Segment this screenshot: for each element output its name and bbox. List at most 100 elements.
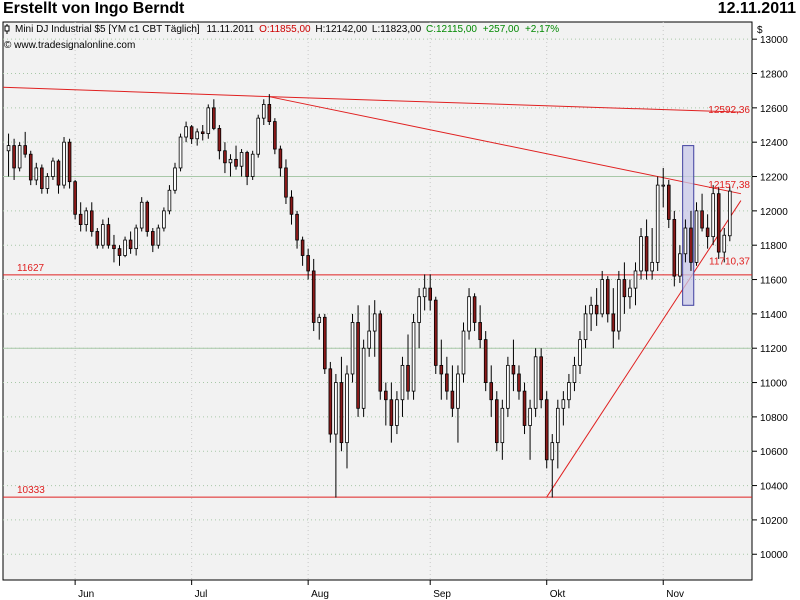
- info-date: 11.11.2011: [206, 24, 254, 35]
- candle: [422, 274, 427, 311]
- candle-body: [356, 322, 360, 409]
- candle-body: [633, 270, 638, 289]
- candle: [517, 365, 521, 400]
- y-tick-label: 11400: [760, 310, 788, 321]
- candle-body: [372, 313, 377, 332]
- candle-body: [67, 141, 72, 183]
- candle: [428, 274, 432, 311]
- info-low-label: L:: [372, 24, 380, 35]
- candle-body: [56, 160, 61, 186]
- candle-body: [200, 131, 205, 134]
- candle-body: [456, 373, 460, 409]
- candle: [62, 137, 66, 189]
- candle: [45, 173, 50, 194]
- candle: [361, 339, 366, 417]
- trendline-value-label: 12592,36: [708, 105, 750, 116]
- candle-body: [450, 390, 455, 409]
- candle: [6, 133, 11, 177]
- candle: [583, 305, 588, 349]
- candle-body: [689, 227, 693, 263]
- currency-label: $: [757, 25, 763, 36]
- candle-body: [550, 442, 555, 461]
- candle-body: [395, 399, 399, 426]
- info-high-label: H:: [315, 24, 325, 35]
- candle: [73, 179, 77, 220]
- candle-body: [655, 184, 660, 263]
- candle: [256, 114, 261, 158]
- candle: [162, 207, 166, 232]
- candle: [234, 145, 238, 170]
- trendline: [269, 96, 741, 113]
- candle-body: [117, 248, 122, 256]
- candle-body: [406, 364, 410, 392]
- candle: [101, 219, 105, 249]
- candle: [261, 99, 266, 126]
- y-tick-label: 12200: [760, 173, 788, 184]
- candle: [212, 99, 216, 131]
- y-tick-label: 11600: [760, 276, 788, 287]
- candle: [40, 164, 44, 194]
- candle-body: [472, 296, 477, 323]
- x-axis: Jun Jul Aug Sep Okt Nov: [74, 580, 684, 600]
- candle-body: [323, 316, 327, 370]
- candle: [173, 162, 177, 194]
- candle: [666, 179, 671, 229]
- candle: [350, 313, 355, 383]
- candle: [23, 131, 27, 158]
- candle: [189, 125, 194, 144]
- info-line: Mini DJ Industrial $5 [YM c1 CBT Täglich…: [15, 24, 559, 35]
- candle-body: [195, 131, 199, 140]
- info-symbol: Mini DJ Industrial $5 [YM c1 CBT Täglich…: [15, 24, 200, 35]
- candle-body: [45, 176, 50, 189]
- candle: [200, 125, 205, 141]
- candle: [400, 356, 405, 417]
- candle-body: [178, 136, 183, 169]
- candle: [123, 236, 127, 258]
- candle: [533, 348, 538, 417]
- y-axis: 10000 10200 10400 10600 10800 11000 11200 11400…: [752, 35, 788, 561]
- y-tick-label: 10400: [760, 482, 788, 493]
- candle: [134, 224, 138, 256]
- candle: [633, 262, 638, 306]
- candle-body: [417, 296, 421, 323]
- trendline-value-label: 11710,37: [709, 257, 750, 268]
- candle: [250, 150, 255, 180]
- candle: [600, 270, 604, 318]
- page-title: Erstellt von Ingo Berndt: [3, 0, 185, 17]
- candle: [711, 185, 715, 246]
- candle: [461, 322, 466, 383]
- y-tick-label: 12400: [760, 138, 788, 149]
- candle: [478, 305, 482, 349]
- candle-body: [84, 210, 89, 225]
- candle: [572, 356, 577, 392]
- candle: [650, 228, 654, 280]
- candle: [28, 150, 33, 186]
- candle-body: [639, 236, 643, 272]
- candle: [378, 310, 383, 400]
- candle-body: [334, 382, 338, 435]
- candle: [206, 104, 211, 139]
- candle-body: [245, 152, 249, 177]
- info-marker-icon: [4, 24, 10, 34]
- candle: [389, 382, 394, 443]
- y-tick-label: 11800: [760, 241, 788, 252]
- candle: [295, 210, 299, 249]
- candle: [567, 373, 571, 409]
- candle: [345, 365, 349, 469]
- candle: [184, 121, 188, 143]
- candle: [223, 142, 227, 174]
- candle-body: [128, 239, 133, 250]
- plot-area: [2, 21, 753, 581]
- candle-body: [628, 287, 632, 298]
- candle: [156, 224, 161, 249]
- candle-body: [544, 399, 549, 461]
- candle: [728, 186, 732, 242]
- candle-body: [683, 227, 688, 255]
- candle-body: [267, 104, 272, 122]
- candle: [506, 356, 510, 417]
- info-high: 12142,00: [325, 24, 367, 35]
- candle: [356, 305, 360, 417]
- candle-body: [445, 373, 449, 392]
- candle: [289, 190, 294, 225]
- y-tick-label: 12600: [760, 104, 788, 115]
